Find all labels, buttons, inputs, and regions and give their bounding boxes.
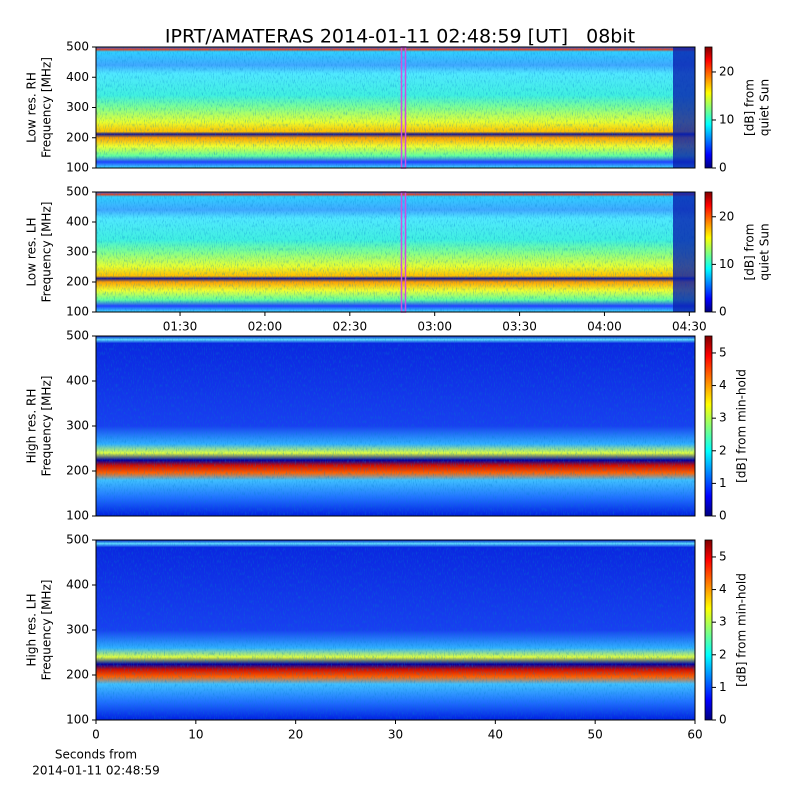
colorbar-tick-label: 20 bbox=[719, 209, 734, 223]
y-tick-label: 400 bbox=[66, 578, 89, 592]
y-tick-label: 400 bbox=[66, 215, 89, 229]
colorbar-tick-label: 3 bbox=[719, 411, 727, 425]
y-axis-label: Frequency [MHz] bbox=[40, 57, 54, 158]
x-tick-label: 02:00 bbox=[248, 320, 283, 334]
spectrogram-noise bbox=[96, 47, 695, 168]
colorbar-tick-label: 0 bbox=[719, 305, 727, 319]
x-tick-label: 30 bbox=[388, 728, 403, 742]
colorbar-tick-label: 4 bbox=[719, 582, 727, 596]
colorbar bbox=[704, 46, 713, 169]
colorbar-tick-label: 5 bbox=[719, 549, 727, 563]
x-tick-label: 04:00 bbox=[587, 320, 622, 334]
y-tick-label: 200 bbox=[66, 464, 89, 478]
y-tick-label: 300 bbox=[66, 419, 89, 433]
colorbar bbox=[704, 191, 713, 313]
colorbar-tick-label: 10 bbox=[719, 257, 734, 271]
x-tick-label: 50 bbox=[588, 728, 603, 742]
colorbar-label: quiet Sun bbox=[758, 79, 772, 136]
y-tick-label: 100 bbox=[66, 713, 89, 727]
figure-title: IPRT/AMATERAS 2014-01-11 02:48:59 [UT] 0… bbox=[165, 26, 635, 48]
x-tick-label: 20 bbox=[288, 728, 303, 742]
y-tick-label: 100 bbox=[66, 509, 89, 523]
x-tick-label: 03:30 bbox=[502, 320, 537, 334]
x-tick-label: 01:30 bbox=[163, 320, 198, 334]
colorbar bbox=[704, 539, 713, 721]
y-tick-label: 200 bbox=[66, 275, 89, 289]
colorbar-label: [dB] from bbox=[743, 79, 757, 136]
colorbar-label: [dB] from min-hold bbox=[735, 573, 749, 687]
y-axis-label: Low res. RH bbox=[25, 72, 39, 143]
y-tick-label: 500 bbox=[66, 40, 89, 54]
y-axis-label: Low res. LH bbox=[25, 217, 39, 286]
colorbar-tick-label: 1 bbox=[719, 680, 727, 694]
y-axis-label: Frequency [MHz] bbox=[40, 202, 54, 303]
y-tick-label: 500 bbox=[66, 533, 89, 547]
spectrogram-noise bbox=[96, 192, 695, 312]
spectrogram-noise bbox=[96, 540, 695, 720]
colorbar-tick-label: 2 bbox=[719, 443, 727, 457]
colorbar-tick-label: 2 bbox=[719, 647, 727, 661]
y-tick-label: 300 bbox=[66, 245, 89, 259]
x-tick-label: 02:30 bbox=[333, 320, 368, 334]
colorbar-tick-label: 1 bbox=[719, 476, 727, 490]
y-tick-label: 100 bbox=[66, 161, 89, 175]
colorbar-tick-label: 10 bbox=[719, 112, 734, 126]
spectrogram-gap bbox=[673, 192, 695, 312]
y-axis-label: High res. RH bbox=[25, 389, 39, 464]
x-tick-label: 0 bbox=[92, 728, 100, 742]
y-axis-label: Frequency [MHz] bbox=[40, 580, 54, 681]
y-tick-label: 100 bbox=[66, 305, 89, 319]
colorbar-label: [dB] from min-hold bbox=[735, 369, 749, 483]
colorbar-tick-label: 4 bbox=[719, 378, 727, 392]
colorbar-tick-label: 3 bbox=[719, 615, 727, 629]
y-tick-label: 200 bbox=[66, 668, 89, 682]
x-axis-label: Seconds from bbox=[55, 748, 137, 762]
colorbar-tick-label: 0 bbox=[719, 161, 727, 175]
y-tick-label: 200 bbox=[66, 130, 89, 144]
y-axis-label: High res. LH bbox=[25, 593, 39, 666]
y-tick-label: 300 bbox=[66, 100, 89, 114]
x-tick-label: 40 bbox=[488, 728, 503, 742]
spectrogram-gap bbox=[673, 47, 695, 168]
x-tick-label: 60 bbox=[687, 728, 702, 742]
y-tick-label: 400 bbox=[66, 374, 89, 388]
x-tick-label: 04:30 bbox=[672, 320, 707, 334]
y-tick-label: 400 bbox=[66, 70, 89, 84]
colorbar-label: quiet Sun bbox=[758, 223, 772, 280]
y-axis-label: Frequency [MHz] bbox=[40, 376, 54, 477]
spectrogram-noise bbox=[96, 336, 695, 516]
x-tick-label: 03:00 bbox=[417, 320, 452, 334]
colorbar-label: [dB] from bbox=[743, 224, 757, 281]
colorbar bbox=[704, 335, 713, 517]
y-tick-label: 300 bbox=[66, 623, 89, 637]
colorbar-tick-label: 5 bbox=[719, 345, 727, 359]
colorbar-tick-label: 20 bbox=[719, 64, 734, 78]
colorbar-tick-label: 0 bbox=[719, 509, 727, 523]
y-tick-label: 500 bbox=[66, 329, 89, 343]
colorbar-tick-label: 0 bbox=[719, 713, 727, 727]
x-axis-label: 2014-01-11 02:48:59 bbox=[32, 764, 159, 778]
x-tick-label: 10 bbox=[188, 728, 203, 742]
y-tick-label: 500 bbox=[66, 185, 89, 199]
